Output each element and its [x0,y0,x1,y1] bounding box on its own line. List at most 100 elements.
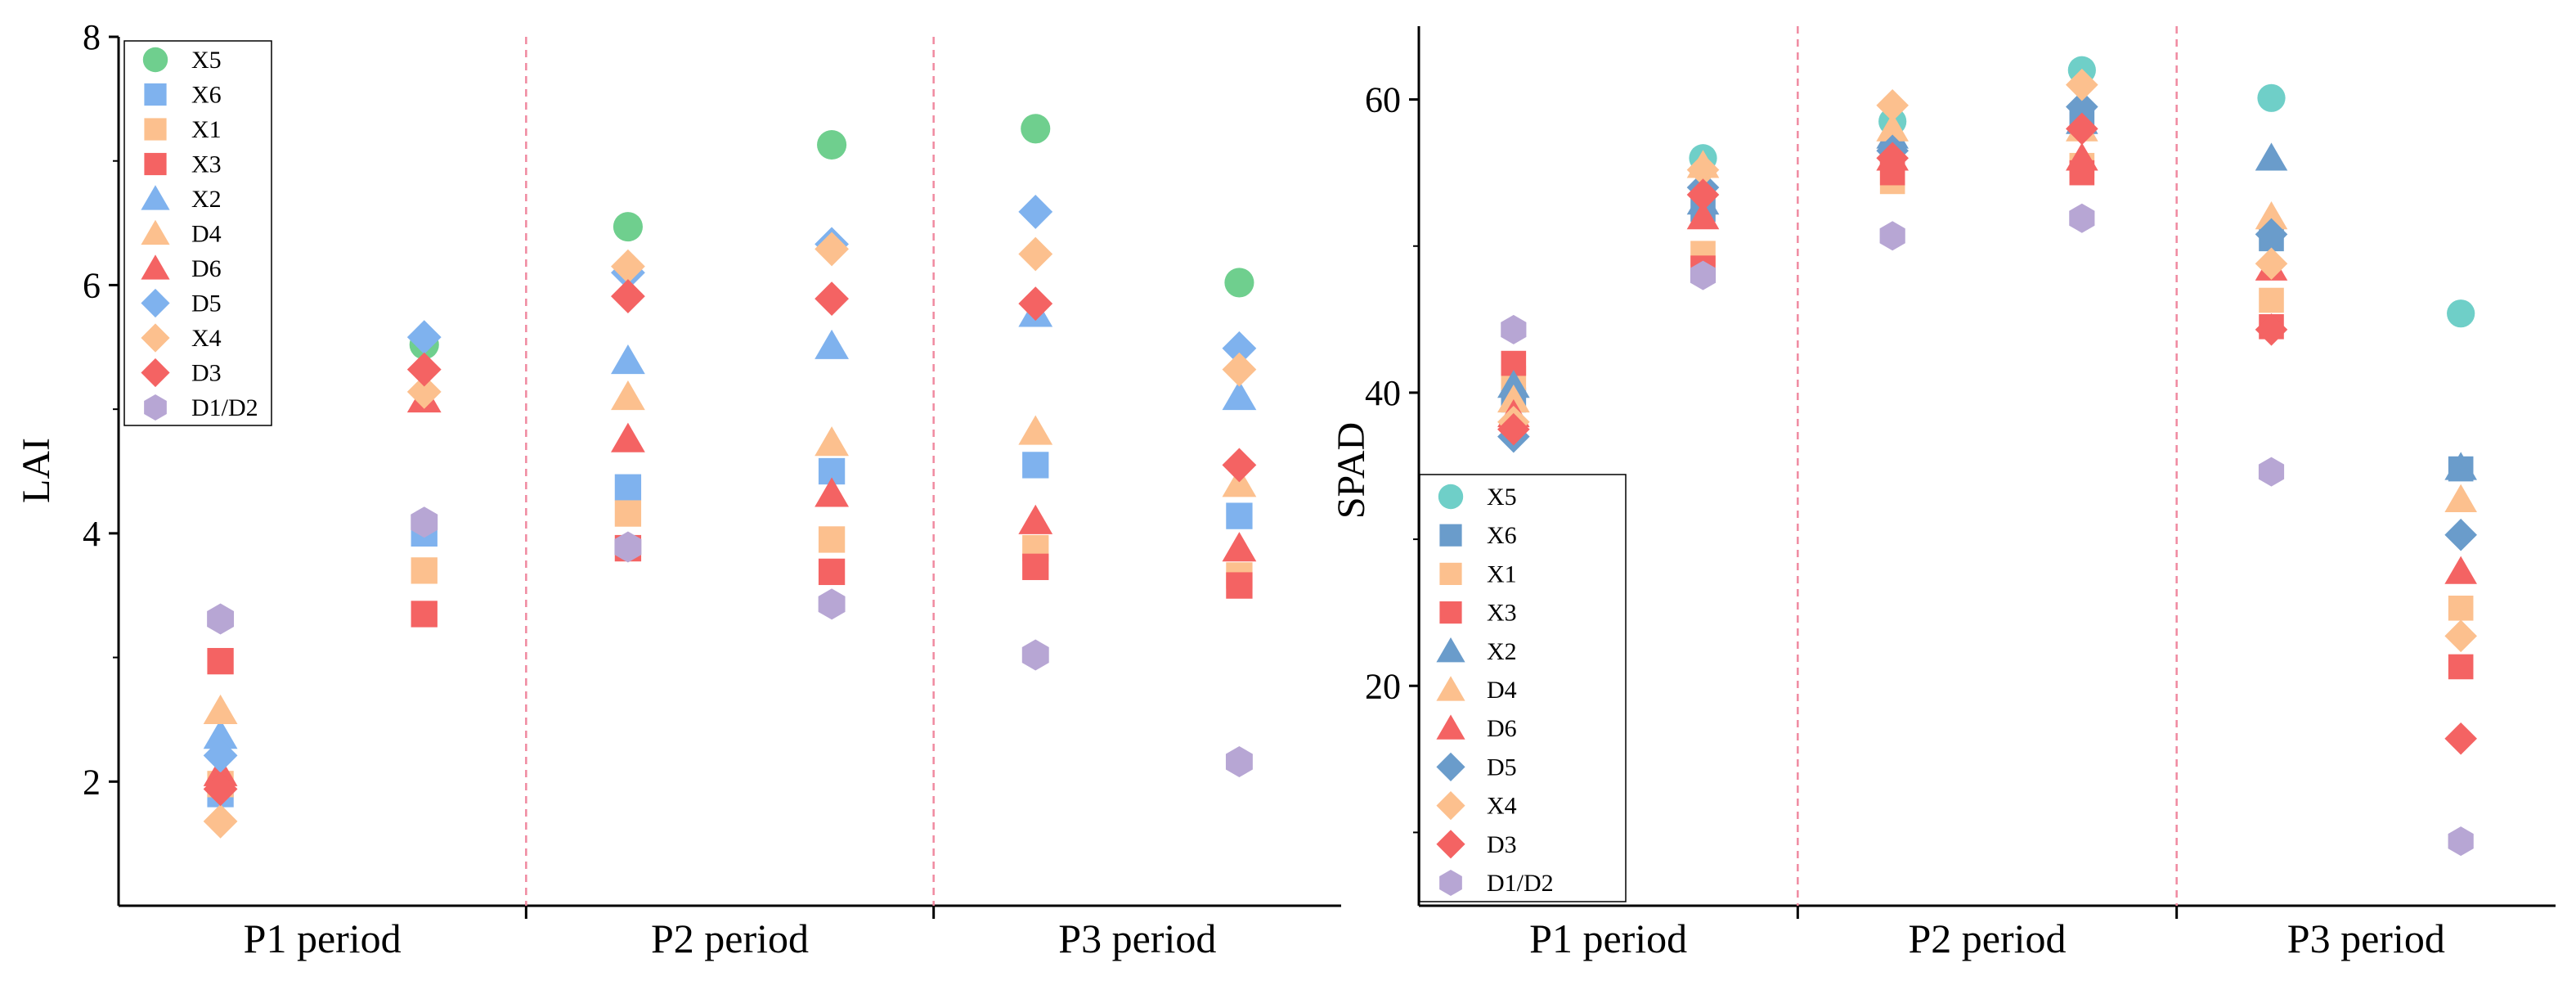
data-point [1222,380,1257,411]
series-d1-d2 [207,506,1253,778]
y-tick-label: 2 [83,762,101,802]
data-point [1226,572,1253,599]
series-x3 [1501,160,2474,680]
legend-marker [1439,524,1462,547]
legend-marker [1439,870,1462,896]
data-point [614,500,642,527]
data-point [2255,218,2288,251]
legend-label: X5 [191,47,222,74]
y-axis-label: SPAD [1330,422,1373,519]
chart-lai: 2 4 6 8 LAI P1 period P2 period P3 period X5 X6 X1… [15,17,1341,961]
legend-label: D1/D2 [191,394,258,421]
legend-marker [144,118,167,141]
x-category-label: P1 period [1529,916,1687,961]
legend-marker [1436,637,1465,663]
y-axis-label: LAI [15,438,58,503]
legend-marker [141,323,170,353]
data-point [2448,826,2474,857]
data-point [203,694,238,724]
data-point [203,738,238,773]
series-x4 [203,232,1257,839]
legend-marker [144,152,167,176]
data-point [1018,286,1053,322]
legend-label: X6 [191,82,222,109]
legend-marker [142,47,168,73]
data-point [1018,415,1053,445]
data-point [406,320,442,355]
legend-label: X2 [191,186,222,213]
y-tick-label: 4 [83,514,101,554]
data-point [1224,268,1254,298]
data-point [2066,90,2098,124]
data-point [2069,203,2095,233]
y-tick-label: 8 [83,17,101,57]
data-point [1876,113,1909,142]
legend-label: D5 [1487,754,1517,781]
legend-marker [1436,830,1465,859]
data-point [614,474,642,501]
data-point [2448,595,2474,621]
data-point [611,279,645,313]
data-point [1686,153,1720,187]
series-d6 [1497,142,2477,584]
legend-marker [144,83,167,106]
legend-marker [141,254,170,280]
data-point [203,803,238,839]
data-point [1686,178,1720,211]
data-point [1876,142,1909,175]
series-d5 [203,195,1257,773]
data-point [406,375,442,409]
data-point [1021,114,1051,144]
data-point [203,772,238,807]
data-point [2444,484,2477,513]
data-point [611,344,645,375]
data-point [815,232,849,267]
data-point [1225,746,1253,778]
data-point [411,557,438,584]
legend-label: X5 [1487,484,1517,511]
series-d4 [203,380,1257,724]
x-category-label: P1 period [244,916,402,961]
legend: X5 X6 X1 X3 X2 D4 D6 D5 X4 D3 D1/D2 [123,40,272,426]
legend-label: D6 [191,255,222,282]
legend-marker [141,185,170,210]
legend-label: X2 [1487,638,1517,665]
data-point [1686,201,1720,230]
data-point [2255,142,2288,171]
data-point [2066,142,2098,171]
data-point [2259,287,2284,313]
data-point [2448,654,2474,680]
data-point [1222,352,1257,387]
legend-label: D4 [191,221,222,248]
data-point [1497,370,1530,398]
data-point [2257,83,2286,112]
data-point [2066,68,2098,101]
data-point [614,531,642,563]
legend-label: D3 [191,360,222,387]
legend-label: X4 [191,325,222,352]
legend-marker [1436,752,1465,781]
legend-marker [1436,676,1465,701]
data-point [2255,247,2288,281]
data-point [1022,452,1049,479]
data-point [207,647,234,675]
x-category-label: P3 period [2287,916,2445,961]
legend-marker [144,394,167,421]
data-point [1876,88,1909,122]
legend-marker [141,288,170,318]
series-x1 [207,500,1253,798]
legend-label: X3 [1487,600,1517,627]
legend-marker [1439,601,1462,624]
legend-label: D4 [1487,677,1517,704]
legend-marker [141,358,170,388]
series-x4 [1497,68,2477,653]
data-point [1690,260,1717,290]
data-point [815,329,849,359]
x-category-label: P3 period [1058,916,1216,961]
data-point [411,601,438,628]
data-point [611,380,645,411]
legend: X5 X6 X1 X3 X2 D4 D6 D5 X4 D3 D1/D2 [1419,474,1627,902]
data-point [2444,722,2477,755]
data-point [2255,201,2288,230]
